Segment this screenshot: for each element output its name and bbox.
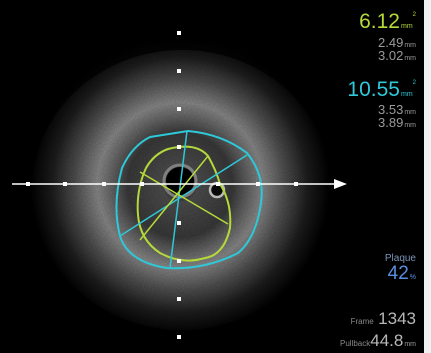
- vessel-diameter-lines: [119, 130, 248, 269]
- plaque-unit: %: [409, 274, 416, 281]
- vessel-area-unit-sup: 2: [412, 80, 416, 86]
- pullback-value: 44.8: [370, 331, 404, 350]
- vessel-max-diameter-value: 3.89: [378, 115, 404, 130]
- lumen-area-unit-sup: 2: [412, 12, 416, 18]
- lumen-contour: [136, 145, 232, 262]
- vessel-area-unit: mm: [400, 91, 413, 98]
- lumen-max-diameter-unit: mm: [404, 55, 416, 62]
- lumen-max-diameter: 3.02mm: [378, 49, 416, 62]
- vessel-max-diameter-unit: mm: [404, 122, 416, 129]
- pullback-unit: mm: [404, 341, 416, 348]
- arrow-right-icon: [334, 179, 347, 189]
- lumen-min-diameter-value: 2.49: [378, 35, 404, 50]
- vessel-min-diameter-value: 3.53: [378, 102, 404, 117]
- horizontal-scale-ticks: [26, 182, 298, 186]
- vessel-min-diameter: 3.53mm: [378, 103, 416, 116]
- plaque-label: Plaque: [385, 249, 416, 265]
- lumen-area-value: 6.12: [359, 10, 400, 33]
- lumen-diameter-lines: [139, 155, 229, 241]
- lumen-min-diameter: 2.49mm: [378, 36, 416, 49]
- vessel-min-diameter-unit: mm: [404, 109, 416, 116]
- frame-label: Frame: [350, 317, 374, 326]
- plaque-value: 42: [387, 263, 409, 284]
- frame-readout: Frame 1343: [351, 310, 416, 328]
- catheter: [166, 167, 194, 195]
- pullback-readout: Pullback44.8mm: [340, 332, 416, 350]
- pullback-label: Pullback: [339, 339, 371, 348]
- vessel-max-diameter: 3.89mm: [378, 116, 416, 129]
- vertical-scale-ticks: [177, 31, 181, 339]
- vessel-contour: [115, 129, 263, 270]
- lumen-area: 6.12mm 2: [359, 11, 416, 32]
- plaque-label-text: Plaque: [384, 253, 416, 264]
- lumen-min-diameter-unit: mm: [404, 42, 416, 49]
- plaque-burden: 42%: [388, 264, 416, 283]
- vessel-area: 10.55mm 2: [347, 79, 416, 100]
- vessel-area-value: 10.55: [347, 78, 400, 101]
- frame-value: 1343: [378, 309, 416, 328]
- lumen-area-unit: mm: [400, 23, 413, 30]
- lumen-max-diameter-value: 3.02: [378, 48, 404, 63]
